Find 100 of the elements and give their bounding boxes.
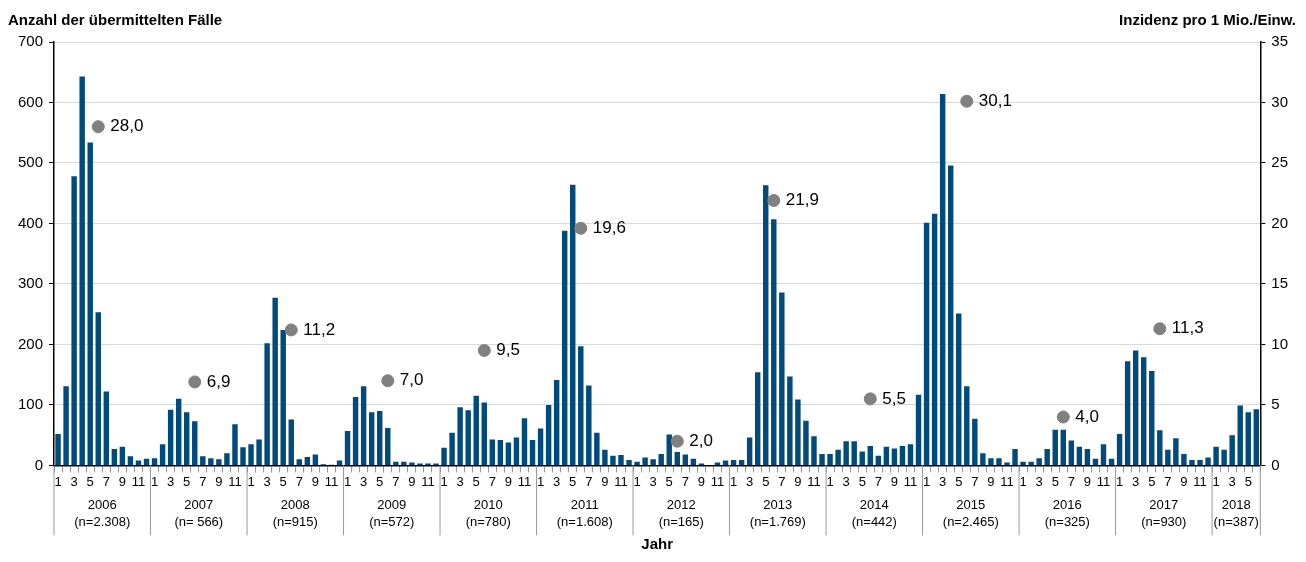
x-tick-label: 9 xyxy=(1180,473,1188,489)
bar xyxy=(71,176,77,465)
bar xyxy=(1084,449,1091,465)
bar xyxy=(964,386,970,465)
x-axis-title: Jahr xyxy=(641,534,674,552)
x-tick-label: 3 xyxy=(70,473,78,489)
x-tick-label: 7 xyxy=(778,473,786,489)
point xyxy=(91,120,105,134)
bar xyxy=(481,402,487,465)
bar xyxy=(947,165,954,465)
bar xyxy=(811,436,817,465)
x-tick-label: 1 xyxy=(729,473,738,489)
x-tick-label: 5 xyxy=(955,473,963,489)
data-label: 19,6 xyxy=(592,217,626,237)
bar xyxy=(264,343,270,465)
bar xyxy=(1213,446,1219,465)
bar xyxy=(1036,458,1042,465)
bar xyxy=(1197,459,1203,465)
bar xyxy=(819,453,825,465)
text: 2017 (n=930) xyxy=(1141,496,1187,529)
x-tick-label: 11 xyxy=(228,473,242,489)
point xyxy=(284,323,298,337)
x-tick-label: 11 xyxy=(807,473,821,489)
x-tick-label: 9 xyxy=(504,473,513,489)
x-tick-label: 9 xyxy=(794,473,802,489)
bar xyxy=(111,449,118,465)
text: 2010 (n=780) xyxy=(465,496,511,529)
bar xyxy=(344,430,351,465)
bar xyxy=(754,372,761,465)
bar xyxy=(626,459,632,465)
bar xyxy=(859,451,865,465)
bar xyxy=(1124,361,1131,465)
x-tick-label: 5 xyxy=(183,473,191,489)
bar xyxy=(553,380,560,465)
bar xyxy=(151,458,158,465)
x-tick-label: 7 xyxy=(392,473,400,489)
y2-tick-label: 30 xyxy=(1271,92,1288,110)
text: 2014 (n=442) xyxy=(851,496,897,529)
x-tick-label: 9 xyxy=(697,473,706,489)
bar xyxy=(996,458,1002,465)
data-label: 6,9 xyxy=(206,371,231,391)
bar xyxy=(634,461,640,465)
text: 2007 (n= 566) xyxy=(174,496,224,529)
point xyxy=(1153,322,1167,336)
bar xyxy=(907,444,914,465)
bar xyxy=(489,439,496,465)
x-tick-label: 7 xyxy=(971,473,979,489)
bar xyxy=(216,459,222,465)
bar xyxy=(95,312,101,465)
x-tick-label: 3 xyxy=(1132,473,1140,489)
x-tick-label: 1 xyxy=(633,473,641,489)
bar xyxy=(505,442,512,465)
x-tick-label: 11 xyxy=(1193,473,1207,489)
bar xyxy=(385,427,391,465)
bar xyxy=(127,456,134,465)
text: 2018 (n=387) xyxy=(1213,496,1259,529)
bar xyxy=(441,447,447,465)
x-tick-label: 5 xyxy=(472,473,480,489)
bar xyxy=(771,219,777,465)
bar xyxy=(240,447,246,465)
x-tick-label: 5 xyxy=(858,473,866,489)
text: 2011 (n=1.608) xyxy=(556,496,613,529)
x-tick-label: 9 xyxy=(311,473,320,489)
bar xyxy=(1020,461,1026,465)
x-tick-label: 1 xyxy=(54,473,62,489)
x-tick-label: 1 xyxy=(536,473,545,489)
y-axis-title: Anzahl der übermittelten Fälle xyxy=(8,10,223,28)
bar xyxy=(272,297,278,465)
bar xyxy=(570,184,576,465)
point xyxy=(188,375,202,389)
bar xyxy=(618,455,624,465)
text: 2016 (n=325) xyxy=(1044,496,1090,529)
bar xyxy=(883,446,890,465)
y-tick-label: 300 xyxy=(18,274,44,292)
bar xyxy=(529,440,536,465)
x-tick-label: 7 xyxy=(1164,473,1172,489)
bar xyxy=(143,458,150,465)
bar xyxy=(843,441,849,465)
bar xyxy=(1245,412,1251,465)
point xyxy=(381,374,395,388)
x-tick-label: 5 xyxy=(665,473,673,489)
point xyxy=(1056,410,1070,424)
data-label: 9,5 xyxy=(496,340,520,360)
text: 2009 (n=572) xyxy=(369,496,415,529)
x-tick-label: 5 xyxy=(1244,473,1252,489)
bar xyxy=(610,455,616,465)
x-tick-label: 9 xyxy=(601,473,609,489)
data-label: 11,3 xyxy=(1171,318,1204,338)
y2-axis-title: Inzidenz pro 1 Mio./Einw. xyxy=(1119,10,1296,28)
y2-tick-label: 0 xyxy=(1271,455,1280,473)
bar xyxy=(192,421,198,465)
y2-tick-label: 10 xyxy=(1271,334,1288,352)
bar xyxy=(497,440,504,465)
x-tick-label: 7 xyxy=(681,473,689,489)
data-label: 28,0 xyxy=(110,116,144,136)
bar xyxy=(288,419,294,465)
bar xyxy=(1052,429,1058,465)
x-tick-label: 3 xyxy=(360,473,368,489)
x-tick-label: 1 xyxy=(247,473,255,489)
x-tick-label: 11 xyxy=(903,473,918,489)
